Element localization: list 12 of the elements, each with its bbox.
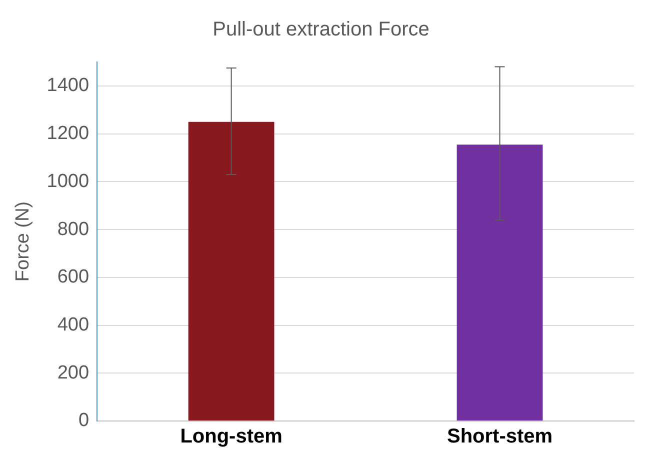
x-tick-label: Short-stem xyxy=(446,426,553,448)
y-tick-label: 600 xyxy=(57,266,90,288)
y-tick-label: 1000 xyxy=(46,170,90,192)
x-tick-label: Long-stem xyxy=(180,426,282,448)
y-tick-label: 1200 xyxy=(46,123,90,144)
y-axis-title: Force (N) xyxy=(12,201,34,282)
y-tick-label: 1400 xyxy=(46,75,90,96)
chart-title: Pull-out extraction Force xyxy=(212,18,430,41)
y-tick-label: 200 xyxy=(57,362,90,384)
y-tick-label: 400 xyxy=(57,314,90,336)
y-tick-label: 800 xyxy=(57,218,90,240)
y-tick-label: 0 xyxy=(78,410,90,432)
